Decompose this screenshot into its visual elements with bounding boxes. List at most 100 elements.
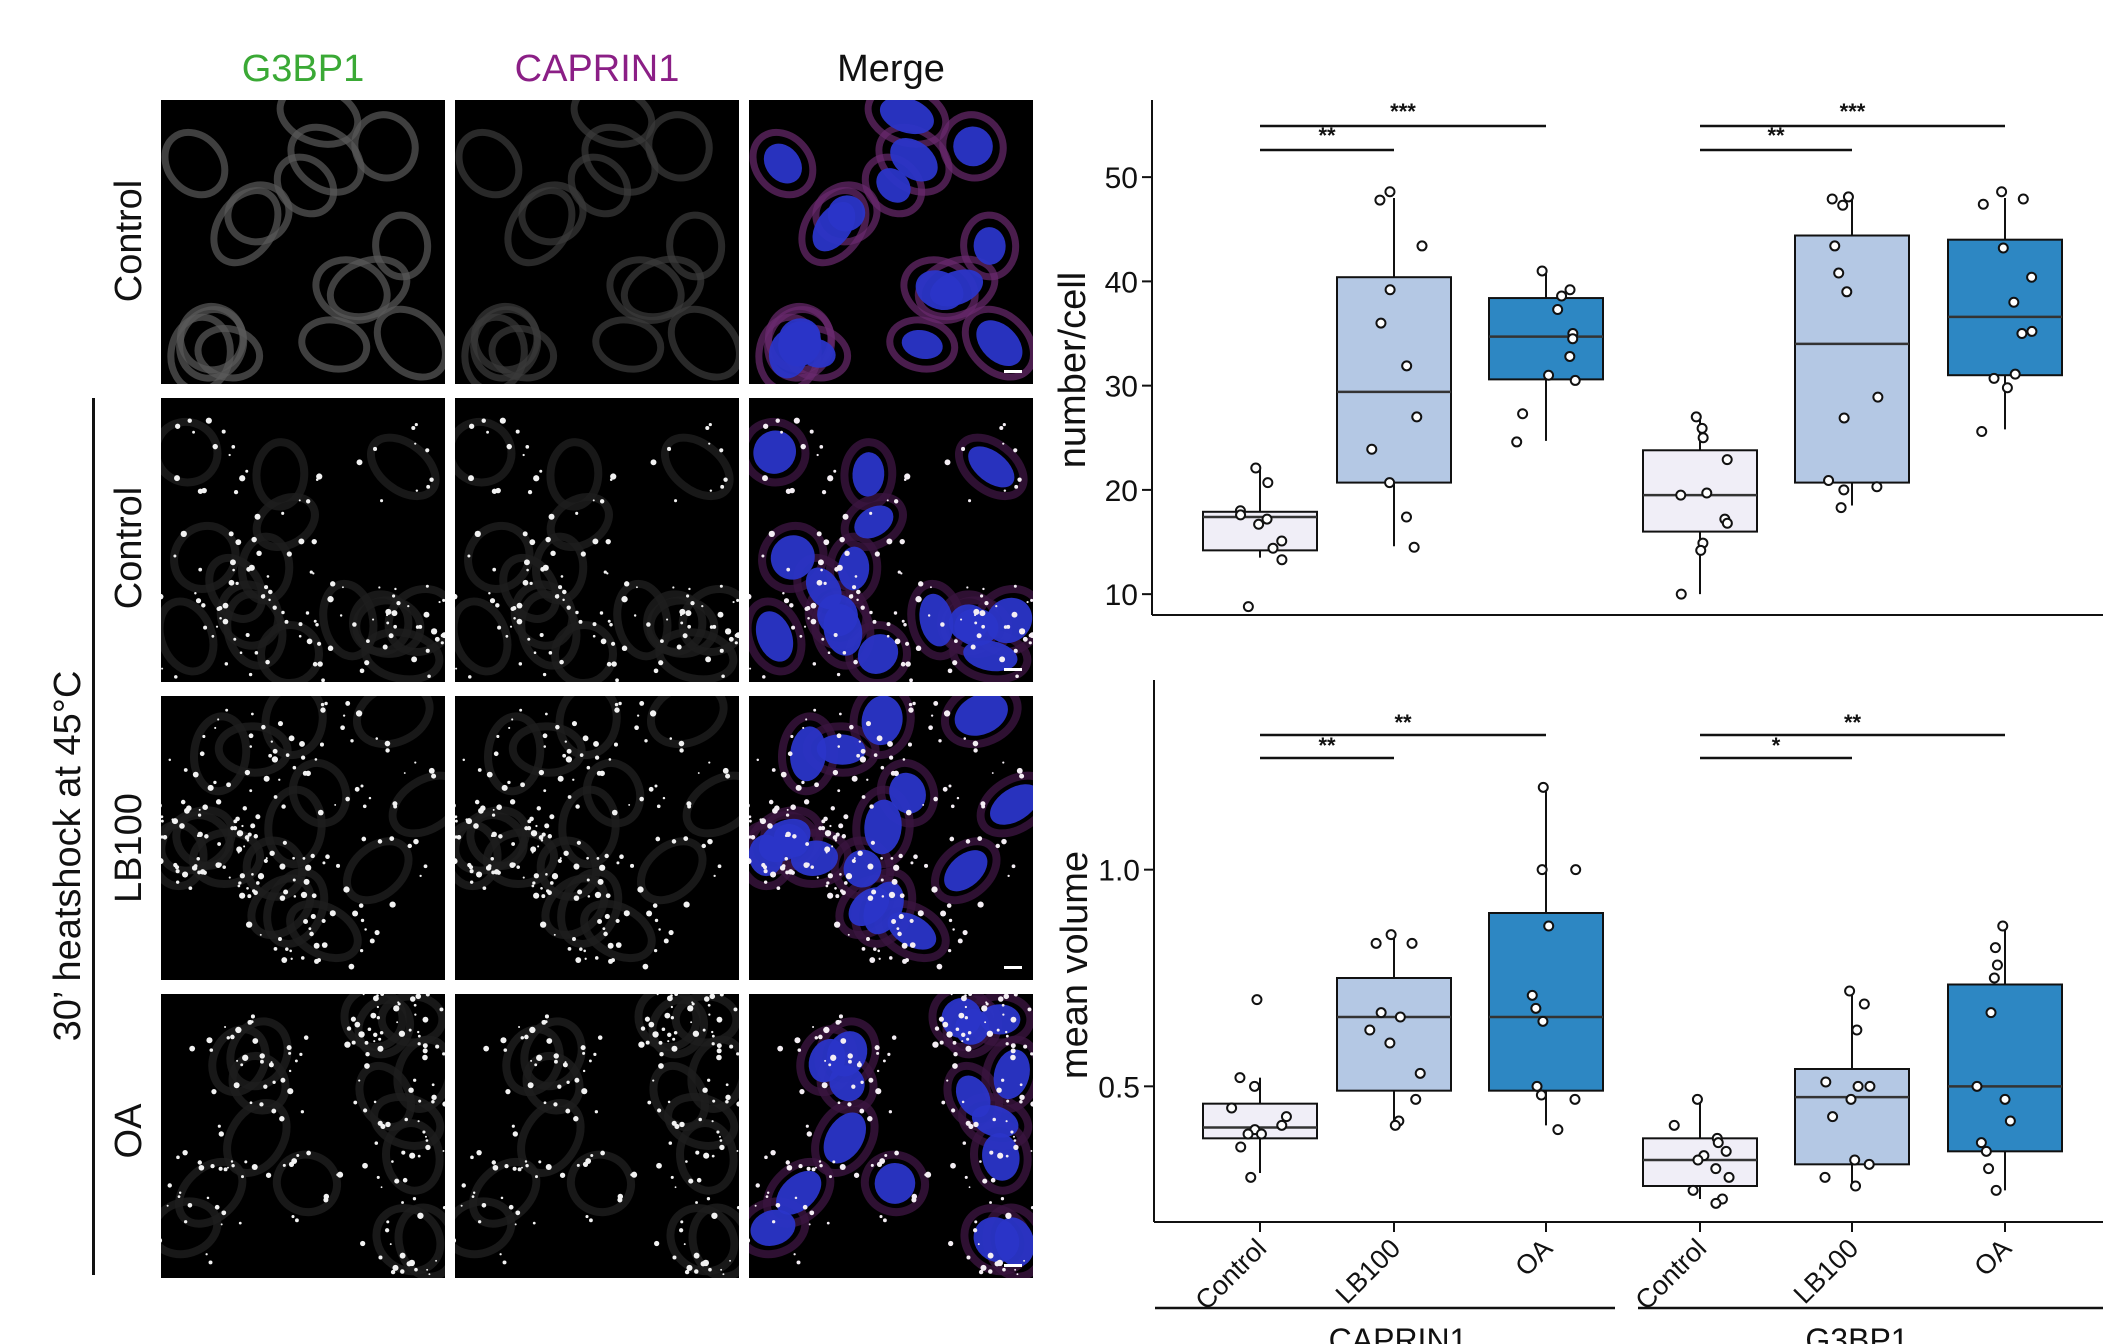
data-point (1980, 1145, 1992, 1157)
significance-label: ** (1318, 123, 1336, 148)
data-point (1838, 484, 1850, 496)
y-axis-label: number/cell (1052, 272, 1094, 468)
significance-label: *** (1390, 99, 1416, 124)
data-point (1695, 544, 1707, 556)
data-point (1384, 186, 1396, 198)
data-point (1245, 1171, 1257, 1183)
data-point (1837, 199, 1849, 211)
data-point (1511, 436, 1523, 448)
data-point (1701, 487, 1713, 499)
box-iqr (1336, 977, 1452, 1092)
significance-label: ** (1767, 123, 1785, 148)
box-g3bp1-oa (1947, 186, 2063, 438)
data-point (1996, 186, 2008, 198)
box-iqr (1947, 983, 2063, 1153)
data-point (2017, 193, 2029, 205)
data-point (2016, 328, 2028, 340)
column-header-caprin1: CAPRIN1 (514, 48, 680, 90)
significance-label: *** (1840, 99, 1866, 124)
data-point (1276, 535, 1288, 547)
data-point (1971, 1080, 1983, 1092)
data-point (1863, 1158, 1875, 1170)
box-iqr (1794, 1068, 1910, 1166)
data-point (1374, 194, 1386, 206)
micrograph-g3bp1-row-3 (161, 696, 445, 980)
box-g3bp1-control (1642, 411, 1758, 600)
box-iqr (1642, 449, 1758, 533)
data-point (1384, 1037, 1396, 1049)
box-iqr (1488, 912, 1604, 1092)
data-point (1569, 1093, 1581, 1105)
data-point (1838, 412, 1850, 424)
box-iqr (1336, 276, 1452, 484)
data-point (1250, 462, 1262, 474)
data-point (1712, 1137, 1724, 1149)
data-point (1253, 518, 1265, 530)
data-point (1999, 1093, 2011, 1105)
significance-label: ** (1318, 733, 1336, 758)
micrograph-g3bp1-row-1 (161, 100, 445, 384)
x-axis-labels: Control LB100 OA Control LB100 OA CAPRIN1 G3BP1 (1155, 1222, 2103, 1344)
data-point (1675, 489, 1687, 501)
data-point (1276, 1119, 1288, 1131)
data-point (1564, 284, 1576, 296)
data-point (1710, 1197, 1722, 1209)
data-point (1267, 542, 1279, 554)
data-point (1537, 1015, 1549, 1027)
micrograph-merge-row-4 (749, 994, 1033, 1278)
data-point (1411, 411, 1423, 423)
box-iqr (1488, 297, 1604, 381)
data-point (1871, 481, 1883, 493)
data-point (1829, 240, 1841, 252)
y-tick-label: 30 (1105, 371, 1138, 404)
data-point (1400, 511, 1412, 523)
data-point (1845, 1093, 1857, 1105)
data-point (1531, 1080, 1543, 1092)
data-point (1280, 1111, 1292, 1123)
micrograph-merge-row-3 (749, 696, 1033, 980)
data-point (1276, 554, 1288, 566)
data-point (1234, 1072, 1246, 1084)
data-point (1983, 1163, 1995, 1175)
y-tick-label: 10 (1105, 579, 1138, 612)
x-tick-label: OA (1968, 1233, 2017, 1282)
data-point (1989, 942, 2001, 954)
micrograph-g3bp1-row-2 (161, 398, 445, 682)
data-point (1842, 191, 1854, 203)
data-point (1692, 1154, 1704, 1166)
y-tick-label: 20 (1105, 475, 1138, 508)
data-point (1675, 588, 1687, 600)
micrograph-merge-row-2 (749, 398, 1033, 682)
significance-label: ** (1394, 710, 1412, 735)
micrograph-g3bp1-row-4 (161, 994, 445, 1278)
data-point (2001, 382, 2013, 394)
data-point (1235, 509, 1247, 521)
data-point (1406, 937, 1418, 949)
data-point (1385, 929, 1397, 941)
box-caprin1-oa (1488, 265, 1604, 448)
data-point (1235, 1141, 1247, 1153)
data-point (1552, 304, 1564, 316)
significance-label: * (1772, 733, 1781, 758)
data-point (1389, 1119, 1401, 1131)
micrograph-caprin1-row-1 (455, 100, 739, 384)
data-point (1366, 443, 1378, 455)
box-caprin1-oa (1488, 781, 1604, 1136)
x-tick-label: LB100 (1788, 1233, 1864, 1309)
data-point (1849, 1154, 1861, 1166)
data-point (1696, 422, 1708, 434)
data-point (1255, 1128, 1267, 1140)
data-point (1991, 959, 2003, 971)
x-tick-label: Control (1629, 1233, 1712, 1316)
box-caprin1-lb100 (1336, 929, 1452, 1131)
group-label: G3BP1 (1805, 1322, 1908, 1344)
data-point (1668, 1119, 1680, 1131)
data-point (2026, 325, 2038, 337)
box-iqr (1947, 238, 2063, 377)
data-point (1864, 1080, 1876, 1092)
data-point (2008, 296, 2020, 308)
data-point (1242, 601, 1254, 613)
